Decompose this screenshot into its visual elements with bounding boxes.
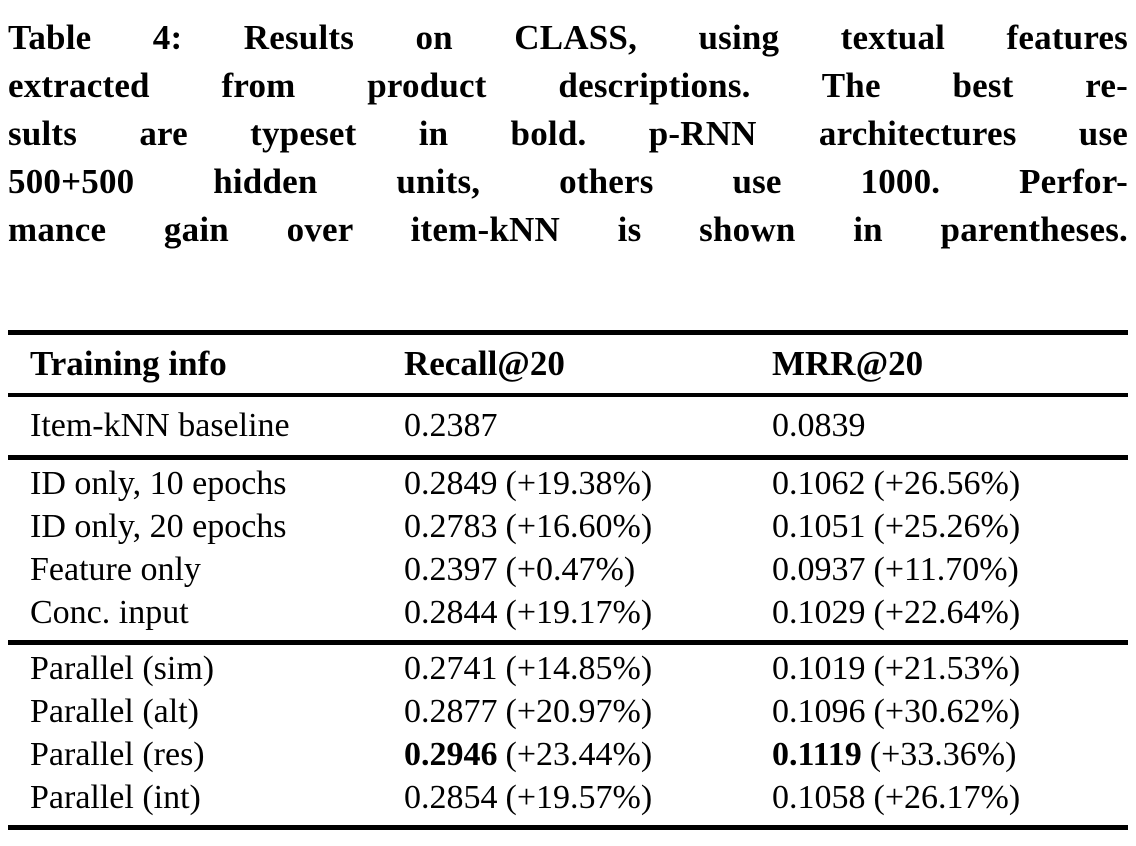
recall-value: 0.2397 bbox=[404, 551, 498, 588]
table-rule-bottom bbox=[8, 825, 1128, 830]
recall-cell: 0.2397 (+0.47%) bbox=[404, 548, 772, 591]
table-row: Parallel (res) 0.2946 (+23.44%) 0.1119 (+33.… bbox=[8, 733, 1128, 776]
mrr-gain: (+30.62%) bbox=[873, 693, 1021, 730]
table-row: Parallel (alt) 0.2877 (+20.97%) 0.1096 (+30.… bbox=[8, 690, 1128, 733]
table-row: Parallel (sim) 0.2741 (+14.85%) 0.1019 (+21.… bbox=[8, 647, 1128, 690]
mrr-value: 0.1062 bbox=[772, 465, 866, 502]
recall-value: 0.2741 bbox=[404, 650, 498, 687]
mrr-cell: 0.1019 (+21.53%) bbox=[772, 647, 1122, 690]
mrr-gain: (+26.17%) bbox=[873, 779, 1021, 816]
recall-cell: 0.2946 (+23.44%) bbox=[404, 733, 772, 776]
mrr-value: 0.1029 bbox=[772, 594, 866, 631]
mrr-value: 0.1058 bbox=[772, 779, 866, 816]
mrr-cell: 0.1051 (+25.26%) bbox=[772, 505, 1122, 548]
row-label: Item-kNN baseline bbox=[30, 407, 290, 444]
mrr-cell: 0.1058 (+26.17%) bbox=[772, 776, 1122, 819]
mrr-value: 0.1119 bbox=[772, 736, 862, 773]
recall-gain: (+0.47%) bbox=[505, 551, 636, 588]
caption-line: Table 4: Results on CLASS, using textual… bbox=[8, 18, 1128, 57]
mrr-cell: 0.1096 (+30.62%) bbox=[772, 690, 1122, 733]
mrr-value: 0.1019 bbox=[772, 650, 866, 687]
recall-cell: 0.2844 (+19.17%) bbox=[404, 591, 772, 634]
recall-cell: 0.2387 bbox=[404, 403, 772, 449]
row-label: Parallel (sim) bbox=[30, 650, 215, 687]
mrr-gain: (+26.56%) bbox=[873, 465, 1021, 502]
recall-gain: (+14.85%) bbox=[505, 650, 653, 687]
column-header-mrr: MRR@20 bbox=[772, 344, 924, 383]
recall-value: 0.2844 bbox=[404, 594, 498, 631]
recall-value: 0.2387 bbox=[404, 407, 498, 444]
table-row: ID only, 20 epochs 0.2783 (+16.60%) 0.1051(… bbox=[8, 505, 1128, 548]
mrr-cell: 0.1062 (+26.56%) bbox=[772, 462, 1122, 505]
recall-value: 0.2783 bbox=[404, 508, 498, 545]
mrr-value: 0.0937 bbox=[772, 551, 866, 588]
recall-gain: (+20.97%) bbox=[505, 693, 653, 730]
recall-gain: (+16.60%) bbox=[505, 508, 653, 545]
recall-gain: (+19.57%) bbox=[505, 779, 653, 816]
row-label: ID only, 20 epochs bbox=[30, 508, 287, 545]
table-rule-header bbox=[8, 393, 1128, 397]
mrr-cell: 0.0839 bbox=[772, 403, 1122, 449]
results-table: Training info Recall@20 MRR@20 Item-kNN … bbox=[8, 330, 1128, 830]
table-header-row: Training info Recall@20 MRR@20 bbox=[8, 335, 1128, 393]
recall-value: 0.2849 bbox=[404, 465, 498, 502]
table-row: Conc. input 0.2844 (+19.17%) 0.1029 (+22.64%… bbox=[8, 591, 1128, 634]
recall-value: 0.2946 bbox=[404, 736, 498, 773]
mrr-cell: 0.1119 (+33.36%) bbox=[772, 733, 1122, 776]
mrr-gain: (+11.70%) bbox=[873, 551, 1019, 588]
recall-value: 0.2854 bbox=[404, 779, 498, 816]
mrr-gain: (+22.64%) bbox=[873, 594, 1021, 631]
group-baseline: Item-kNN baseline 0.2387 0.0839 bbox=[8, 397, 1128, 455]
row-label: Parallel (alt) bbox=[30, 693, 199, 730]
table-row: Feature only 0.2397 (+0.47%) 0.0937 (+11.70%… bbox=[8, 548, 1128, 591]
recall-value: 0.2877 bbox=[404, 693, 498, 730]
caption-line: 500+500 hidden units, others use 1000. P… bbox=[8, 162, 1128, 201]
caption-line: sults are typeset in bold. p-RNN archite… bbox=[8, 114, 1128, 153]
table-caption: Table 4: Results on CLASS, using textual… bbox=[8, 14, 1128, 254]
mrr-gain: (+33.36%) bbox=[869, 736, 1017, 773]
mrr-value: 0.1051 bbox=[772, 508, 866, 545]
recall-cell: 0.2741 (+14.85%) bbox=[404, 647, 772, 690]
row-label: Conc. input bbox=[30, 594, 189, 631]
recall-gain: (+23.44%) bbox=[505, 736, 653, 773]
group-parallel: Parallel (sim) 0.2741 (+14.85%) 0.1019 (+21.… bbox=[8, 645, 1128, 825]
table-row: ID only, 10 epochs 0.2849 (+19.38%) 0.1062(… bbox=[8, 462, 1128, 505]
column-header-training-info: Training info bbox=[30, 344, 227, 383]
recall-cell: 0.2854 (+19.57%) bbox=[404, 776, 772, 819]
mrr-cell: 0.1029 (+22.64%) bbox=[772, 591, 1122, 634]
recall-cell: 0.2783 (+16.60%) bbox=[404, 505, 772, 548]
mrr-value: 0.1096 bbox=[772, 693, 866, 730]
recall-gain: (+19.38%) bbox=[505, 465, 653, 502]
recall-cell: 0.2849 (+19.38%) bbox=[404, 462, 772, 505]
table-row: Parallel (int) 0.2854 (+19.57%) 0.1058 (+26.… bbox=[8, 776, 1128, 819]
recall-cell: 0.2877 (+20.97%) bbox=[404, 690, 772, 733]
mrr-value: 0.0839 bbox=[772, 407, 866, 444]
table-rule-mid-2 bbox=[8, 640, 1128, 645]
mrr-gain: (+21.53%) bbox=[873, 650, 1021, 687]
row-label: ID only, 10 epochs bbox=[30, 465, 287, 502]
caption-line: extracted from product descriptions. The… bbox=[8, 66, 1128, 105]
row-label: Parallel (int) bbox=[30, 779, 201, 816]
column-header-recall: Recall@20 bbox=[404, 344, 565, 383]
table-rule-top bbox=[8, 330, 1128, 335]
row-label: Parallel (res) bbox=[30, 736, 205, 773]
caption-line: mance gain over item-kNN is shown in par… bbox=[8, 210, 1128, 249]
mrr-gain: (+25.26%) bbox=[873, 508, 1021, 545]
mrr-cell: 0.0937 (+11.70%) bbox=[772, 548, 1122, 591]
table-row: Item-kNN baseline 0.2387 0.0839 bbox=[8, 403, 1128, 449]
group-single-network: ID only, 10 epochs 0.2849 (+19.38%) 0.1062(… bbox=[8, 460, 1128, 640]
recall-gain: (+19.17%) bbox=[505, 594, 653, 631]
row-label: Feature only bbox=[30, 551, 201, 588]
table-rule-mid-1 bbox=[8, 455, 1128, 460]
